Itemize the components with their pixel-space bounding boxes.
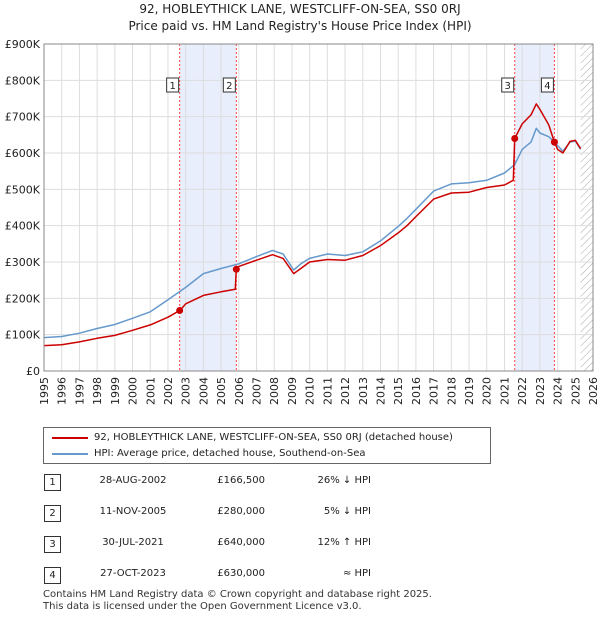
x-tick-label: 2026 bbox=[587, 377, 600, 405]
y-tick-label: £700K bbox=[5, 111, 41, 124]
x-tick-label: 2024 bbox=[552, 377, 565, 405]
y-tick-label: £200K bbox=[5, 292, 41, 305]
x-tick-label: 2011 bbox=[321, 377, 334, 405]
sale-date: 11-NOV-2005 bbox=[99, 506, 167, 517]
sale-number-badge: 3 bbox=[44, 536, 61, 553]
sale-price: £640,000 bbox=[217, 537, 265, 548]
sale-date: 28-AUG-2002 bbox=[99, 475, 167, 486]
shaded-period bbox=[514, 44, 555, 371]
sale-number-badge: 1 bbox=[44, 474, 61, 491]
sale-row: 2 11-NOV-2005 £280,000 5% ↓ HPI bbox=[43, 504, 563, 535]
x-tick-label: 2010 bbox=[304, 377, 317, 405]
sale-number-badge: 4 bbox=[44, 567, 61, 584]
x-tick-label: 2017 bbox=[428, 377, 441, 405]
y-tick-label: £400K bbox=[5, 220, 41, 233]
x-tick-label: 2023 bbox=[534, 377, 547, 405]
y-tick-label: £900K bbox=[5, 38, 41, 51]
sale-marker-box bbox=[222, 77, 236, 93]
series-line-property bbox=[43, 103, 582, 347]
x-tick-label: 2009 bbox=[286, 377, 299, 405]
sale-date: 30-JUL-2021 bbox=[102, 537, 164, 548]
x-tick-label: 2002 bbox=[162, 377, 175, 405]
sale-marker-box bbox=[166, 77, 180, 93]
footer-licence: This data is licensed under the Open Gov… bbox=[43, 601, 362, 612]
sale-marker-label: 4 bbox=[544, 81, 550, 92]
sale-number-badge: 2 bbox=[44, 505, 61, 522]
sale-marker-label: 3 bbox=[505, 81, 511, 92]
y-tick-label: £100K bbox=[5, 329, 41, 342]
y-tick-label: £500K bbox=[5, 183, 41, 196]
x-tick-label: 2001 bbox=[144, 377, 157, 405]
x-tick-label: 2018 bbox=[445, 377, 458, 405]
sale-marker-label: 2 bbox=[226, 81, 232, 92]
x-tick-label: 1995 bbox=[38, 377, 51, 405]
x-tick-label: 2012 bbox=[339, 377, 352, 405]
sale-point bbox=[550, 138, 558, 146]
x-tick-label: 2004 bbox=[197, 377, 210, 405]
x-tick-label: 2003 bbox=[180, 377, 193, 405]
x-tick-label: 2008 bbox=[268, 377, 281, 405]
sale-marker-box bbox=[540, 77, 554, 93]
x-tick-label: 2006 bbox=[233, 377, 246, 405]
x-tick-label: 1998 bbox=[91, 377, 104, 405]
forecast-hatch bbox=[580, 44, 593, 371]
x-tick-label: 1999 bbox=[109, 377, 122, 405]
sale-date: 27-OCT-2023 bbox=[100, 568, 166, 579]
sale-row: 1 28-AUG-2002 £166,500 26% ↓ HPI bbox=[43, 473, 563, 504]
x-tick-label: 2020 bbox=[481, 377, 494, 405]
x-tick-label: 2013 bbox=[357, 377, 370, 405]
x-tick-label: 2019 bbox=[463, 377, 476, 405]
sale-point bbox=[511, 134, 519, 142]
y-tick-label: £0 bbox=[26, 365, 40, 378]
sale-price: £166,500 bbox=[217, 475, 265, 486]
x-tick-label: 2021 bbox=[498, 377, 511, 405]
y-tick-label: £800K bbox=[5, 74, 41, 87]
plot-background bbox=[44, 44, 593, 371]
price-chart: 1 2 3 4 £0 £100K £200K £300K £400K £500K £600K £70… bbox=[5, 38, 600, 405]
sale-point bbox=[232, 265, 240, 273]
plot-frame bbox=[43, 43, 594, 372]
x-tick-label: 2007 bbox=[251, 377, 264, 405]
legend-swatch-property bbox=[52, 437, 88, 439]
legend: 92, HOBLEYTHICK LANE, WESTCLIFF-ON-SEA, … bbox=[43, 427, 491, 464]
x-tick-label: 2005 bbox=[215, 377, 228, 405]
sale-hpi-comparison: 26% ↓ HPI bbox=[317, 475, 371, 486]
x-tick-label: 2022 bbox=[516, 377, 529, 405]
x-tick-label: 2025 bbox=[569, 377, 582, 405]
sale-hpi-comparison: 12% ↑ HPI bbox=[317, 537, 371, 548]
sale-price: £280,000 bbox=[217, 506, 265, 517]
x-tick-label: 2016 bbox=[410, 377, 423, 405]
shaded-period bbox=[179, 44, 237, 371]
footer-copyright: Contains HM Land Registry data © Crown c… bbox=[43, 589, 432, 600]
sale-row: 3 30-JUL-2021 £640,000 12% ↑ HPI bbox=[43, 535, 563, 566]
sale-marker-box bbox=[501, 77, 515, 93]
sale-marker-label: 1 bbox=[169, 81, 175, 92]
y-tick-label: £300K bbox=[5, 256, 41, 269]
x-tick-label: 2014 bbox=[374, 377, 387, 405]
sales-table: 1 28-AUG-2002 £166,500 26% ↓ HPI 2 11-NO… bbox=[43, 473, 563, 597]
footer-notice: Contains HM Land Registry data © Crown c… bbox=[43, 589, 432, 613]
sale-price: £630,000 bbox=[217, 568, 265, 579]
legend-swatch-hpi bbox=[52, 453, 88, 455]
x-tick-label: 2015 bbox=[392, 377, 405, 405]
legend-label-property: 92, HOBLEYTHICK LANE, WESTCLIFF-ON-SEA, … bbox=[94, 432, 453, 443]
series-line-hpi bbox=[43, 127, 582, 339]
sale-point bbox=[176, 307, 184, 315]
sale-hpi-comparison: ≈ HPI bbox=[342, 568, 371, 579]
x-tick-label: 1997 bbox=[73, 377, 86, 405]
chart-title-subtitle: Price paid vs. HM Land Registry's House … bbox=[128, 19, 472, 33]
chart-title-address: 92, HOBLEYTHICK LANE, WESTCLIFF-ON-SEA, … bbox=[139, 2, 461, 16]
sale-hpi-comparison: 5% ↓ HPI bbox=[323, 506, 371, 517]
legend-label-hpi: HPI: Average price, detached house, Sout… bbox=[94, 448, 366, 459]
sale-row: 4 27-OCT-2023 £630,000 ≈ HPI bbox=[43, 566, 563, 597]
x-tick-label: 2000 bbox=[127, 377, 140, 405]
x-tick-label: 1996 bbox=[56, 377, 69, 405]
y-tick-label: £600K bbox=[5, 147, 41, 160]
